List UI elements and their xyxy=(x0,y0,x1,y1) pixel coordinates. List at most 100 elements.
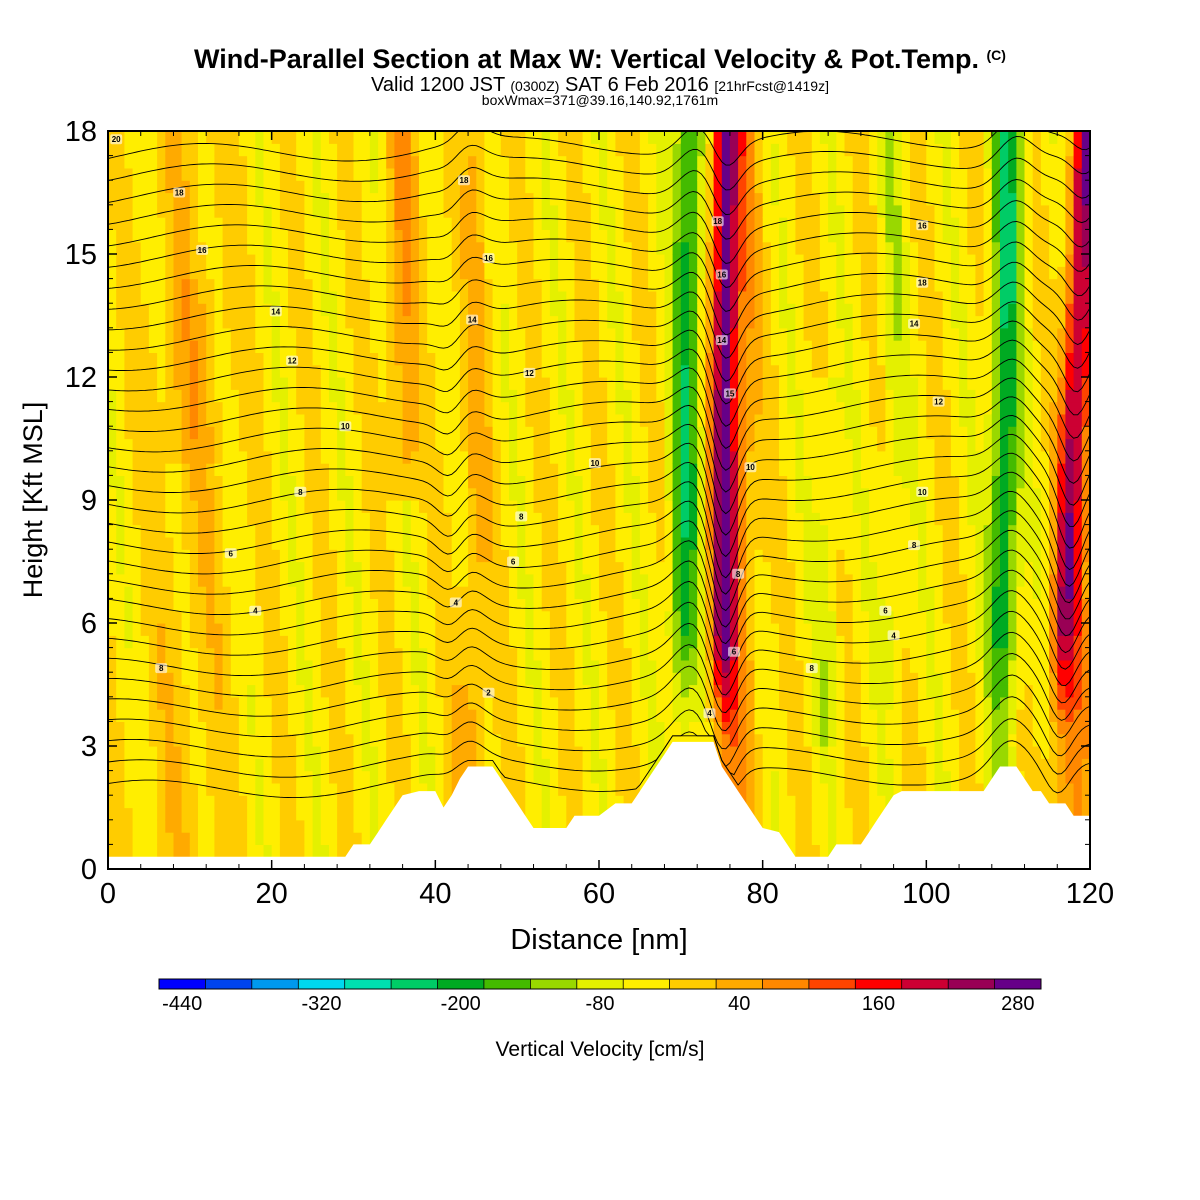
heatmap-cell xyxy=(288,192,297,206)
heatmap-cell xyxy=(132,475,142,489)
heatmap-cell xyxy=(582,770,592,784)
heatmap-cell xyxy=(230,278,240,292)
heatmap-cell xyxy=(353,709,363,722)
heatmap-cell xyxy=(222,795,232,809)
heatmap-cell xyxy=(410,500,420,513)
heatmap-cell xyxy=(599,598,608,612)
heatmap-cell xyxy=(754,709,764,722)
heatmap-cell xyxy=(198,659,207,673)
heatmap-cell xyxy=(549,327,559,341)
heatmap-cell xyxy=(689,155,698,169)
heatmap-cell xyxy=(427,131,436,144)
heatmap-cell xyxy=(680,635,690,649)
heatmap-cell xyxy=(770,758,780,772)
heatmap-cell xyxy=(312,746,322,759)
heatmap-cell xyxy=(680,524,690,538)
heatmap-cell xyxy=(435,278,445,292)
heatmap-cell xyxy=(509,536,518,550)
heatmap-cell xyxy=(402,500,412,513)
heatmap-cell xyxy=(386,524,395,538)
heatmap-cell xyxy=(345,598,355,612)
heatmap-cell xyxy=(697,229,706,243)
heatmap-cell xyxy=(639,635,649,649)
heatmap-cell xyxy=(124,500,134,513)
heatmap-cell xyxy=(590,352,600,366)
heatmap-cell xyxy=(361,795,371,809)
heatmap-cell xyxy=(165,352,175,366)
heatmap-cell xyxy=(566,586,576,599)
heatmap-cell xyxy=(288,549,297,563)
heatmap-cell xyxy=(296,586,305,599)
heatmap-cell xyxy=(484,290,494,304)
heatmap-cell xyxy=(378,266,387,280)
heatmap-cell xyxy=(525,426,535,440)
heatmap-cell xyxy=(181,278,191,292)
heatmap-cell xyxy=(754,327,764,341)
heatmap-cell xyxy=(263,167,273,181)
heatmap-cell xyxy=(238,389,248,403)
heatmap-cell xyxy=(419,290,428,304)
heatmap-cell xyxy=(157,217,166,230)
heatmap-cell xyxy=(279,463,289,476)
heatmap-cell xyxy=(214,758,224,772)
heatmap-cell xyxy=(132,647,142,661)
heatmap-cell xyxy=(762,204,772,218)
heatmap-cell xyxy=(762,155,772,169)
heatmap-cell xyxy=(492,377,502,390)
heatmap-cell xyxy=(312,229,322,243)
heatmap-cell xyxy=(279,647,289,661)
heatmap-cell xyxy=(451,610,461,624)
heatmap-cell xyxy=(451,229,461,243)
heatmap-cell xyxy=(329,561,338,575)
heatmap-cell xyxy=(116,832,125,845)
heatmap-cell xyxy=(288,561,297,575)
heatmap-cell xyxy=(173,659,183,673)
heatmap-cell xyxy=(476,561,486,575)
heatmap-cell xyxy=(517,500,526,513)
heatmap-cell xyxy=(378,192,387,206)
heatmap-cell xyxy=(337,278,346,292)
heatmap-cell xyxy=(484,635,494,649)
heatmap-cell xyxy=(476,315,486,329)
heatmap-cell xyxy=(459,758,469,772)
heatmap-cell xyxy=(533,266,543,280)
heatmap-cell xyxy=(738,155,747,169)
heatmap-cell xyxy=(509,315,518,329)
heatmap-cell xyxy=(173,413,183,427)
heatmap-cell xyxy=(713,167,723,181)
heatmap-cell xyxy=(721,364,731,378)
heatmap-cell xyxy=(288,143,297,157)
heatmap-cell xyxy=(476,278,486,292)
heatmap-cell xyxy=(648,561,657,575)
heatmap-cell xyxy=(189,709,199,722)
heatmap-cell xyxy=(689,487,698,501)
heatmap-cell xyxy=(247,131,256,144)
heatmap-cell xyxy=(263,290,273,304)
heatmap-cell xyxy=(648,758,657,772)
heatmap-cell xyxy=(230,352,240,366)
heatmap-cell xyxy=(517,475,526,489)
heatmap-cell xyxy=(181,389,191,403)
heatmap-cell xyxy=(353,610,363,624)
heatmap-cell xyxy=(525,573,535,587)
heatmap-cell xyxy=(157,438,166,452)
heatmap-cell xyxy=(419,426,428,440)
heatmap-cell xyxy=(492,241,502,255)
heatmap-cell xyxy=(337,463,346,476)
heatmap-cell xyxy=(615,131,625,144)
heatmap-cell xyxy=(443,278,453,292)
heatmap-cell xyxy=(525,782,535,796)
heatmap-cell xyxy=(721,684,731,698)
heatmap-cell xyxy=(500,696,510,710)
heatmap-cell xyxy=(361,450,371,464)
heatmap-cell xyxy=(517,795,526,809)
heatmap-cell xyxy=(770,155,780,169)
heatmap-cell xyxy=(492,278,502,292)
heatmap-cell xyxy=(680,487,690,501)
heatmap-cell xyxy=(697,573,706,587)
heatmap-cell xyxy=(419,598,428,612)
heatmap-cell xyxy=(427,598,436,612)
heatmap-cell xyxy=(238,696,248,710)
heatmap-cell xyxy=(631,303,641,317)
heatmap-cell xyxy=(623,733,633,747)
